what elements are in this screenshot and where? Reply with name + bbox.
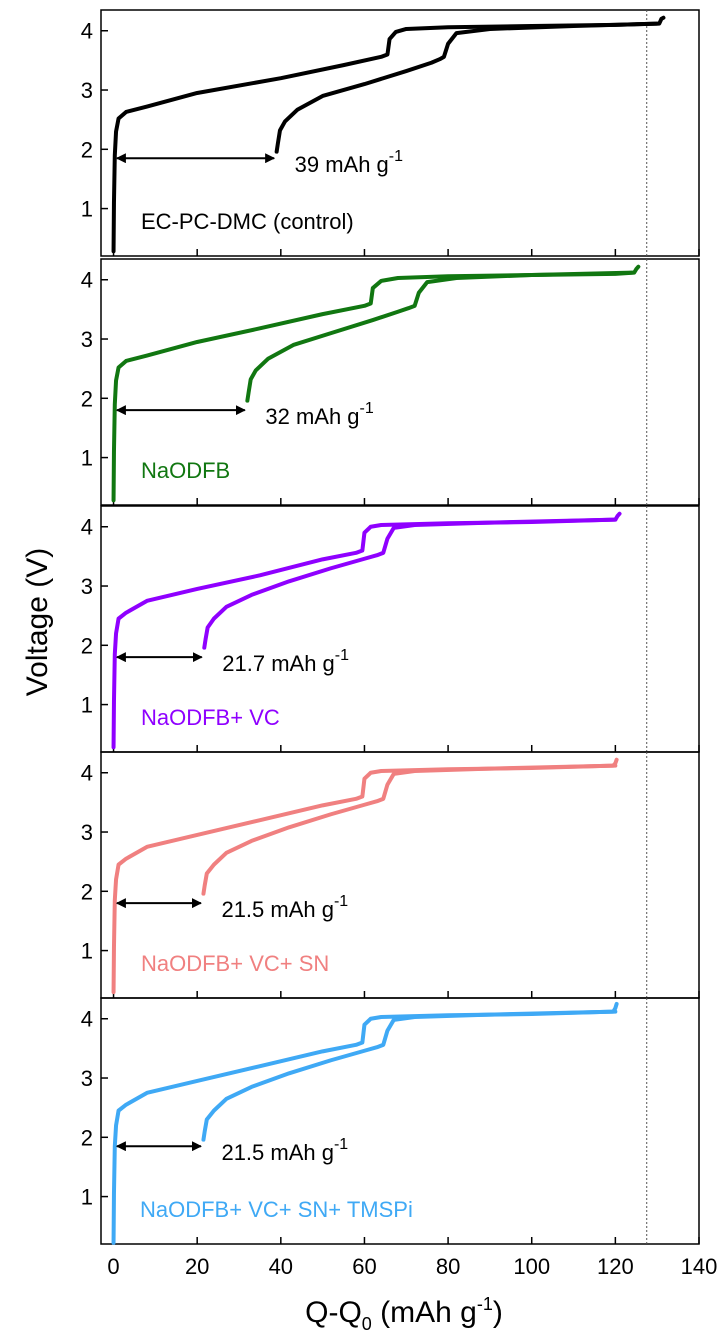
- capacity-annotation: 39 mAh g-1: [295, 148, 404, 177]
- y-tick-label: 4: [81, 761, 93, 786]
- series-line-shifted: [245, 270, 635, 403]
- panel-label: NaODFB+ VC+ SN: [141, 951, 329, 976]
- y-tick-label: 3: [81, 820, 93, 845]
- series-line-shifted: [202, 517, 618, 650]
- y-tick-label: 1: [81, 939, 93, 964]
- y-tick-label: 3: [81, 1066, 93, 1091]
- x-axis-title-close: ): [493, 1296, 503, 1329]
- series-line-shifted: [274, 21, 660, 154]
- y-tick-label: 1: [81, 446, 93, 471]
- y-tick-label: 4: [81, 515, 93, 540]
- x-axis-title-unit: (mAh g: [372, 1296, 477, 1329]
- y-tick-label: 2: [81, 137, 93, 162]
- y-tick-label: 2: [81, 633, 93, 658]
- x-axis-title: Q-Q0 (mAh g-1): [305, 1294, 503, 1334]
- x-tick-label: 20: [185, 1254, 209, 1279]
- capacity-annotation-superscript: -1: [360, 400, 374, 417]
- x-axis-title-superscript: -1: [477, 1294, 493, 1314]
- capacity-annotation: 21.5 mAh g-1: [221, 1136, 348, 1165]
- panel-frame: [100, 258, 700, 506]
- y-tick-label: 3: [81, 78, 93, 103]
- x-tick-label: 80: [436, 1254, 460, 1279]
- x-axis-title-subscript: 0: [362, 1314, 372, 1334]
- panel-label: NaODFB: [141, 458, 230, 483]
- capacity-annotation-value: 21.5 mAh g: [221, 897, 334, 922]
- panel-2: 1 2 3 4 32 mAh g-1 NaODFB: [81, 258, 700, 506]
- capacity-annotation: 21.5 mAh g-1: [221, 893, 348, 922]
- x-axis: 0 20 40 60 80 100 120 140: [107, 1254, 717, 1279]
- capacity-annotation-superscript: -1: [334, 1136, 348, 1153]
- capacity-annotation-superscript: -1: [389, 148, 403, 165]
- x-tick-label: 100: [513, 1254, 550, 1279]
- panel-frame: [100, 9, 700, 257]
- y-tick-label: 4: [81, 19, 93, 44]
- panel-4: 1 2 3 4 21.5 mAh g-1 NaODFB+ VC+ SN: [81, 751, 700, 999]
- series-line-shifted: [201, 763, 618, 896]
- panel-frame: [100, 997, 700, 1245]
- x-tick-label: 140: [681, 1254, 718, 1279]
- y-tick-label: 4: [81, 268, 93, 293]
- panel-label: EC-PC-DMC (control): [141, 209, 354, 234]
- capacity-annotation-superscript: -1: [335, 647, 349, 664]
- y-tick-label: 1: [81, 693, 93, 718]
- y-tick-label: 2: [81, 386, 93, 411]
- panel-3: 1 2 3 4 21.7 mAh g-1 NaODFB+ VC: [81, 505, 700, 753]
- series-line-shifted: [201, 1009, 618, 1142]
- x-tick-label: 40: [269, 1254, 293, 1279]
- x-tick-label: 120: [597, 1254, 634, 1279]
- x-tick-label: 0: [107, 1254, 119, 1279]
- capacity-annotation-value: 32 mAh g: [265, 404, 359, 429]
- capacity-annotation-superscript: -1: [334, 893, 348, 910]
- y-tick-label: 3: [81, 327, 93, 352]
- y-tick-label: 2: [81, 879, 93, 904]
- panel-1: 1 2 3 4 39 mAh g-1 EC-PC-DMC (control): [81, 9, 700, 257]
- y-tick-label: 1: [81, 1185, 93, 1210]
- y-axis-title: Voltage (V): [21, 548, 54, 696]
- capacity-annotation-value: 39 mAh g: [295, 152, 389, 177]
- panel-label: NaODFB+ VC: [141, 705, 280, 730]
- y-tick-label: 3: [81, 574, 93, 599]
- panel-label: NaODFB+ VC+ SN+ TMSPi: [140, 1197, 413, 1222]
- x-axis-title-main: Q-Q: [305, 1296, 362, 1329]
- capacity-annotation-value: 21.7 mAh g: [222, 651, 335, 676]
- y-tick-label: 1: [81, 197, 93, 222]
- capacity-annotation: 21.7 mAh g-1: [222, 647, 349, 676]
- capacity-annotation-value: 21.5 mAh g: [221, 1140, 334, 1165]
- panel-5: 1 2 3 4 21.5 mAh g-1 NaODFB+ VC+ SN+ TMSPi: [81, 997, 700, 1245]
- capacity-annotation: 32 mAh g-1: [265, 400, 374, 429]
- x-tick-label: 60: [352, 1254, 376, 1279]
- y-tick-label: 2: [81, 1125, 93, 1150]
- y-tick-label: 4: [81, 1007, 93, 1032]
